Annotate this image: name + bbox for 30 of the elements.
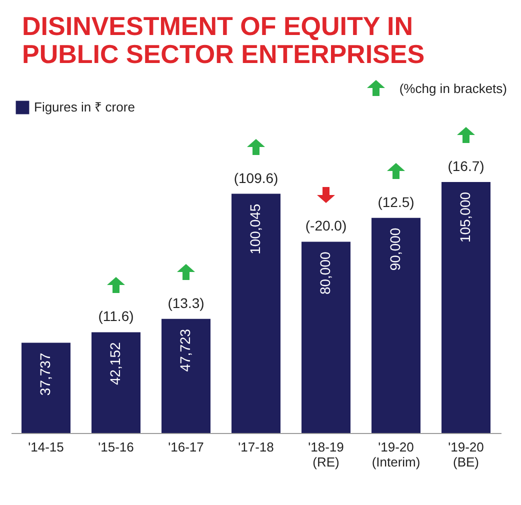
annotation: (109.6) (234, 170, 278, 186)
annotation: (11.6) (98, 308, 134, 324)
data-label: 37,737 (37, 352, 53, 396)
bar (232, 194, 280, 433)
annotation: (13.3) (168, 294, 204, 311)
bar (302, 242, 350, 433)
data-label: 80,000 (317, 252, 333, 295)
annotation: (-20.0) (305, 218, 347, 234)
data-label: 105,000 (457, 192, 473, 243)
x-tick-label: '19-20 (Interim) (372, 440, 420, 470)
data-label: 90,000 (387, 228, 403, 271)
bar (442, 182, 490, 433)
x-tick-label: '14-15 (28, 440, 64, 454)
data-label: 100,045 (247, 204, 263, 254)
bar (162, 318, 210, 433)
x-tick-label: '15-16 (98, 440, 134, 454)
x-tick-label: '17-18 (238, 440, 274, 454)
bar (22, 342, 70, 433)
annotation: (16.7) (448, 158, 484, 174)
x-tick-label: '19-20 (BE) (448, 440, 484, 470)
x-tick-label: '18-19 (RE) (308, 440, 344, 470)
annotation: (12.5) (378, 194, 414, 210)
data-label: 42,152 (107, 342, 123, 386)
bar (92, 332, 140, 433)
x-tick-label: '16-17 (168, 440, 204, 454)
bar (372, 218, 420, 433)
chart-title: DISINVESTMENT OF EQUITY IN PUBLIC SECTOR ENTERPRISES (22, 11, 426, 69)
legend-label: Figures in ₹ crore (34, 100, 135, 114)
data-label: 47,723 (177, 328, 193, 372)
text: (%chg in brackets) (399, 80, 507, 96)
